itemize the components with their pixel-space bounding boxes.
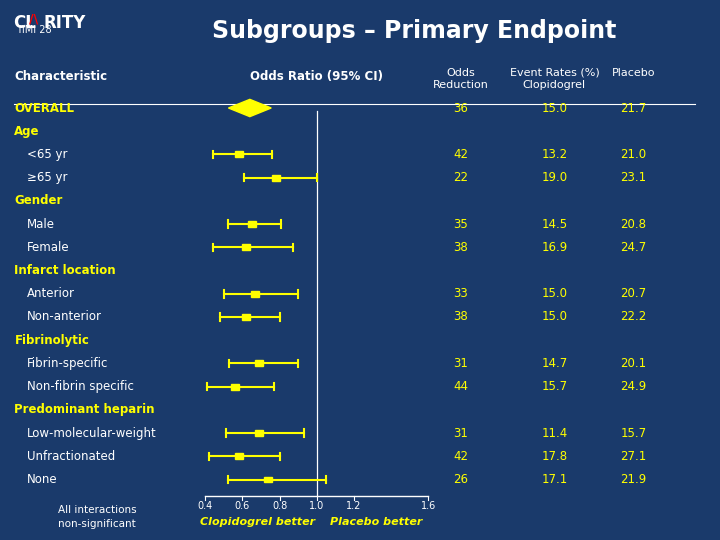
Text: 19.0: 19.0	[541, 171, 567, 184]
Text: 0.4: 0.4	[197, 501, 213, 511]
Text: 0.6: 0.6	[235, 501, 250, 511]
Bar	[255, 430, 263, 436]
Text: Odds Ratio (95% CI): Odds Ratio (95% CI)	[251, 70, 383, 83]
Text: 42: 42	[454, 148, 468, 161]
Text: <65 yr: <65 yr	[27, 148, 68, 161]
Bar	[235, 453, 243, 459]
Text: Subgroups – Primary Endpoint: Subgroups – Primary Endpoint	[212, 19, 616, 43]
Text: 23.1: 23.1	[621, 171, 647, 184]
Bar	[242, 314, 250, 320]
Text: 15.0: 15.0	[541, 310, 567, 323]
Text: 24.9: 24.9	[621, 380, 647, 393]
Text: 42: 42	[454, 450, 468, 463]
Text: RITY: RITY	[43, 14, 86, 31]
Text: Anterior: Anterior	[27, 287, 76, 300]
Text: 1.2: 1.2	[346, 501, 361, 511]
Text: Low-molecular-weight: Low-molecular-weight	[27, 427, 157, 440]
Text: Male: Male	[27, 218, 55, 231]
Text: 15.7: 15.7	[621, 427, 647, 440]
Bar	[255, 361, 263, 366]
Text: ≥65 yr: ≥65 yr	[27, 171, 68, 184]
Text: 27.1: 27.1	[621, 450, 647, 463]
Text: Gender: Gender	[14, 194, 63, 207]
Text: 11.4: 11.4	[541, 427, 567, 440]
Text: Infarct location: Infarct location	[14, 264, 116, 277]
Text: 17.8: 17.8	[541, 450, 567, 463]
Text: Predominant heparin: Predominant heparin	[14, 403, 155, 416]
Text: 14.5: 14.5	[541, 218, 567, 231]
Text: OVERALL: OVERALL	[14, 102, 74, 114]
Text: 31: 31	[454, 427, 468, 440]
Bar	[248, 221, 256, 227]
Text: CL: CL	[13, 14, 36, 31]
Text: /\: /\	[29, 13, 38, 26]
Text: 13.2: 13.2	[541, 148, 567, 161]
Text: 33: 33	[454, 287, 468, 300]
Text: 22.2: 22.2	[621, 310, 647, 323]
Text: Fibrin-specific: Fibrin-specific	[27, 357, 109, 370]
Text: Age: Age	[14, 125, 40, 138]
Text: 15.0: 15.0	[541, 287, 567, 300]
Text: 15.0: 15.0	[541, 102, 567, 114]
Text: 15.7: 15.7	[541, 380, 567, 393]
Text: 21.0: 21.0	[621, 148, 647, 161]
Text: 21.9: 21.9	[621, 473, 647, 486]
Text: 14.7: 14.7	[541, 357, 567, 370]
Text: 16.9: 16.9	[541, 241, 567, 254]
Text: Fibrinolytic: Fibrinolytic	[14, 334, 89, 347]
Bar	[242, 244, 250, 250]
Text: 35: 35	[454, 218, 468, 231]
Text: 44: 44	[454, 380, 468, 393]
Text: None: None	[27, 473, 58, 486]
Text: 36: 36	[454, 102, 468, 114]
Text: Odds
Reduction: Odds Reduction	[433, 68, 489, 90]
Text: Non-anterior: Non-anterior	[27, 310, 102, 323]
Text: 1.0: 1.0	[309, 501, 325, 511]
Bar	[235, 151, 243, 157]
Text: 31: 31	[454, 357, 468, 370]
Text: 1.6: 1.6	[420, 501, 436, 511]
Text: Non-fibrin specific: Non-fibrin specific	[27, 380, 134, 393]
Text: Female: Female	[27, 241, 70, 254]
Text: Characteristic: Characteristic	[14, 70, 107, 83]
Text: 20.8: 20.8	[621, 218, 647, 231]
Text: All interactions
non-significant: All interactions non-significant	[58, 505, 137, 529]
Text: Clopidogrel better: Clopidogrel better	[199, 517, 315, 528]
Text: 22: 22	[454, 171, 468, 184]
Text: 21.7: 21.7	[621, 102, 647, 114]
Bar	[272, 174, 280, 180]
Text: 17.1: 17.1	[541, 473, 567, 486]
Bar	[251, 291, 259, 296]
Text: TIMI 28: TIMI 28	[16, 25, 51, 36]
Bar	[264, 476, 272, 483]
Polygon shape	[228, 99, 271, 117]
Text: 20.1: 20.1	[621, 357, 647, 370]
Text: 24.7: 24.7	[621, 241, 647, 254]
Text: 38: 38	[454, 310, 468, 323]
Text: Event Rates (%)
Clopidogrel: Event Rates (%) Clopidogrel	[510, 68, 599, 90]
Bar	[231, 383, 239, 390]
Text: 26: 26	[454, 473, 468, 486]
Text: 20.7: 20.7	[621, 287, 647, 300]
Text: 38: 38	[454, 241, 468, 254]
Text: Unfractionated: Unfractionated	[27, 450, 116, 463]
Text: 0.8: 0.8	[272, 501, 287, 511]
Text: Placebo better: Placebo better	[330, 517, 423, 528]
Text: Placebo: Placebo	[612, 68, 655, 78]
